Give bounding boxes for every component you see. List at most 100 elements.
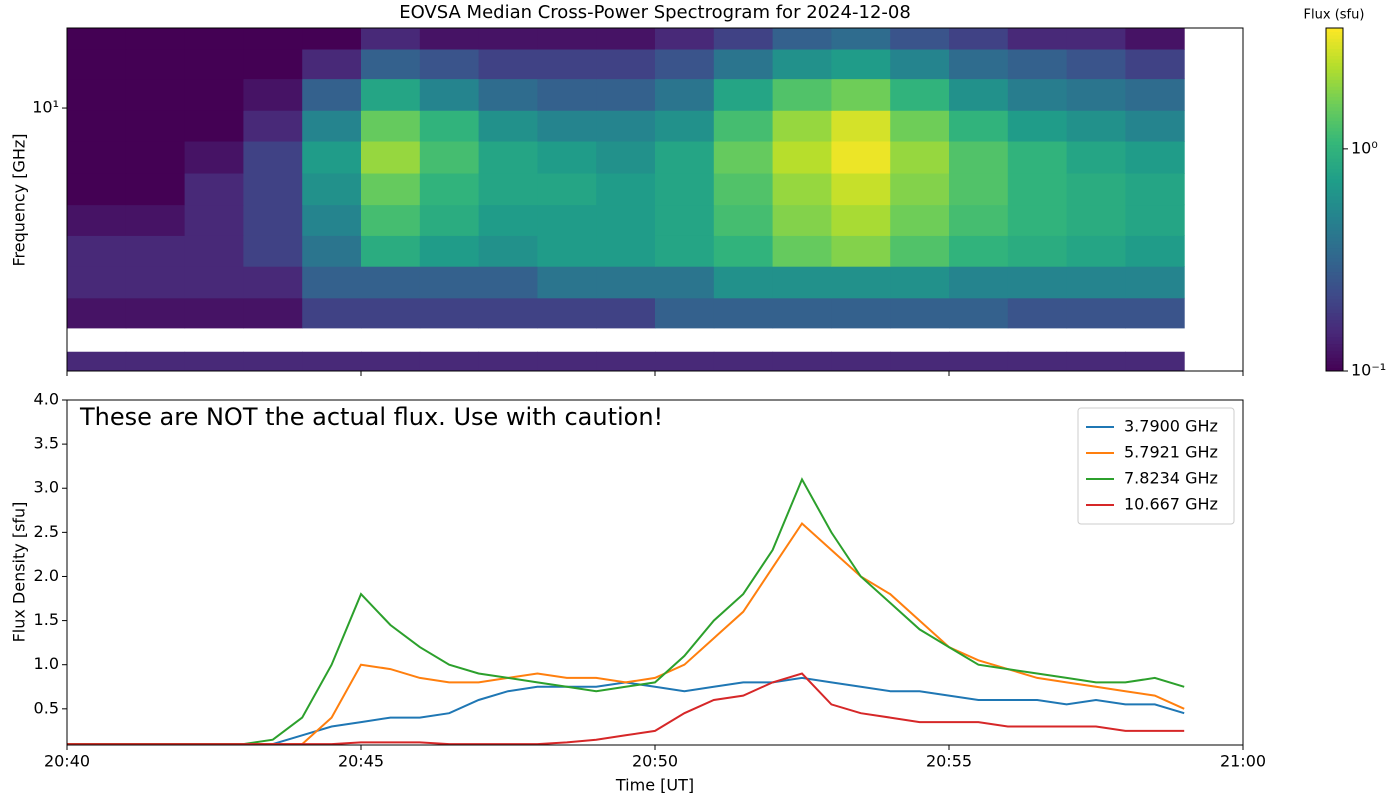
heatmap-cell [596, 49, 656, 80]
colorbar-segment [1326, 322, 1343, 327]
heatmap-cell [125, 110, 186, 142]
colorbar-segment [1326, 316, 1343, 321]
heatmap-cell [713, 49, 774, 80]
heatmap-cell [419, 141, 480, 174]
heatmap-cell [713, 173, 774, 206]
heatmap-cell [125, 49, 186, 80]
heatmap-cell [419, 49, 480, 80]
colorbar-segment [1326, 202, 1343, 207]
colorbar-segment [1326, 120, 1343, 125]
heatmap-cell [890, 173, 950, 206]
heatmap-cell [537, 235, 597, 267]
colorbar-segment [1326, 357, 1343, 362]
heatmap-cell [655, 266, 715, 299]
heatmap-cell [302, 28, 362, 50]
colorbar-segment [1326, 333, 1343, 338]
colorbar-segment [1326, 346, 1343, 351]
heatmap-cell [184, 266, 244, 299]
heatmap-cell [949, 78, 1009, 111]
colorbar-segment [1326, 192, 1343, 197]
heatmap-cell [1007, 28, 1068, 50]
heatmap-cell [713, 351, 774, 372]
heatmap-cell [67, 297, 127, 329]
colorbar-segment [1326, 278, 1343, 283]
colorbar-segment [1326, 329, 1343, 334]
y-tick-label: 4.0 [34, 390, 59, 409]
heatmap-cell [949, 351, 1009, 372]
heatmap-cell [302, 297, 362, 329]
colorbar-segment [1326, 52, 1343, 56]
heatmap-cell [1007, 266, 1068, 299]
heatmap-cell [67, 28, 127, 50]
series-line [67, 676, 1185, 745]
heatmap-cell [831, 173, 891, 206]
heatmap-cell [1007, 110, 1068, 142]
lightcurves: 0.5 1.0 1.5 2.0 2.5 3.0 3.5 4.0 20:40 20:45 20:50 2… [34, 371, 1266, 771]
colorbar-segment [1326, 141, 1343, 146]
heatmap-cell [184, 204, 244, 236]
heatmap-cell [125, 173, 186, 206]
heatmap-cell [67, 141, 127, 174]
colorbar-segment [1326, 82, 1343, 87]
colorbar-segment [1326, 117, 1343, 122]
heatmap-cell [184, 49, 244, 80]
colorbar-segment [1326, 350, 1343, 355]
colorbar-segment [1326, 312, 1343, 317]
heatmap-cell [361, 351, 421, 372]
heatmap-cell [1125, 78, 1185, 111]
heatmap-cell [831, 351, 891, 372]
colorbar-segment [1326, 127, 1343, 132]
heatmap-cell [243, 141, 303, 174]
heatmap-cell [1066, 204, 1126, 236]
colorbar-segment [1326, 247, 1343, 252]
heatmap-cell [596, 28, 656, 50]
colorbar-segment [1326, 113, 1343, 118]
heatmap-cell [1125, 141, 1185, 174]
heatmap-cell [655, 235, 715, 267]
heatmap-cell [1066, 297, 1126, 329]
heatmap-cell [478, 28, 538, 50]
heatmap-cell [831, 49, 891, 80]
x-tick-label: 21:00 [1220, 752, 1266, 771]
colorbar-segment [1326, 206, 1343, 211]
colorbar-segment [1326, 250, 1343, 255]
heatmap-cell [772, 351, 832, 372]
colorbar-segment [1326, 305, 1343, 310]
heatmap-cell [243, 235, 303, 267]
heatmap-cell [772, 28, 832, 50]
colorbar-segment [1326, 230, 1343, 235]
heatmap-cell [537, 110, 597, 142]
series-line [67, 477, 1185, 745]
heatmap-cell [1066, 266, 1126, 299]
colorbar-segment [1326, 86, 1343, 91]
heatmap-cell [67, 49, 127, 80]
heatmap-cell [713, 204, 774, 236]
legend-label: 10.667 GHz [1124, 495, 1218, 514]
heatmap-cell [243, 297, 303, 329]
colorbar-segment [1326, 319, 1343, 324]
heatmap-cell [772, 110, 832, 142]
heatmap-cell [890, 297, 950, 329]
colorbar-segment [1326, 137, 1343, 142]
heatmap-cell [537, 204, 597, 236]
y-tick-label: 0.5 [34, 698, 59, 717]
heatmap-cell [184, 141, 244, 174]
heatmap-cell [1007, 49, 1068, 80]
heatmap-cell [949, 266, 1009, 299]
heatmap-cell [243, 78, 303, 111]
heatmap-cell [478, 141, 538, 174]
colorbar-segment [1326, 233, 1343, 238]
colorbar-segment [1326, 302, 1343, 307]
heatmap-cell [67, 110, 127, 142]
heatmap-cell [361, 204, 421, 236]
heatmap-cell [772, 204, 832, 236]
colorbar-segment [1326, 196, 1343, 200]
colorbar-segment [1326, 209, 1343, 214]
heatmap-cell [478, 351, 538, 372]
colorbar-segment [1326, 353, 1343, 358]
heatmap-cell [1066, 49, 1126, 80]
heatmap-cell [67, 235, 127, 267]
chart-title: EOVSA Median Cross-Power Spectrogram for… [399, 2, 911, 23]
heatmap-cell [890, 266, 950, 299]
heatmap-cell [772, 141, 832, 174]
